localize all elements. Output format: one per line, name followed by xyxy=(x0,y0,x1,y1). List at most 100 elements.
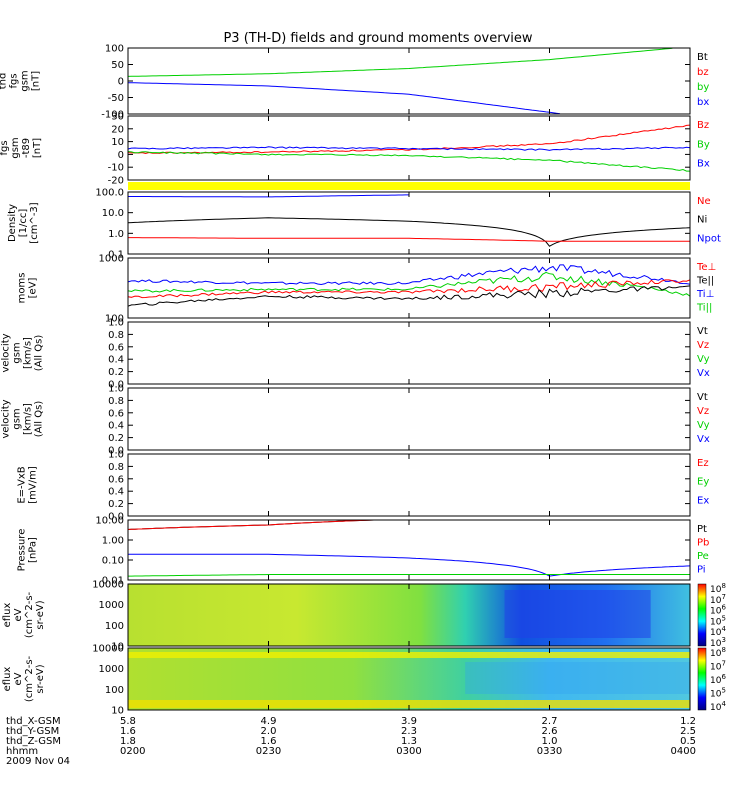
panel-3-ytick: 100.0 xyxy=(95,188,124,199)
panel-5-ytick: 0.8 xyxy=(108,330,124,341)
panel-8-ytick: 0.10 xyxy=(102,556,124,567)
panel-10-spectrogram xyxy=(128,648,690,710)
panel-10-ytick: 10000 xyxy=(92,644,124,655)
panel-8-legend-Pe: Pe xyxy=(697,551,709,562)
panel-1-ytick: 100 xyxy=(105,44,124,55)
ephemeris-value: 2.7 xyxy=(542,716,558,727)
panel-2-series-Bx xyxy=(127,151,690,172)
panel-3-series-Ni xyxy=(127,217,691,247)
panel-3-frame xyxy=(127,191,691,255)
panel-8-ytick: 0.01 xyxy=(102,576,124,587)
panel-2-ytick: -20 xyxy=(108,176,124,187)
panel-1-ytick: -50 xyxy=(108,93,124,104)
panel-2-legend-By: By xyxy=(697,139,710,150)
ephemeris-value: 0400 xyxy=(671,746,696,757)
panel-5-legend-Vy: Vy xyxy=(697,354,710,365)
panel-4-series-Ti⊥ xyxy=(127,264,691,286)
panel-5-frame xyxy=(127,321,691,385)
panel-2-ytick: 10 xyxy=(111,137,124,148)
ephemeris-value: 5.8 xyxy=(120,716,136,727)
panel-2-ylabel: thdfgsgsm-t89[nT] xyxy=(0,137,43,158)
panel-5-ytick: 0.6 xyxy=(108,342,124,353)
panel-1-legend-Bt: Bt xyxy=(697,52,708,63)
ephemeris-value: 0330 xyxy=(537,746,562,757)
panel-7-frame xyxy=(127,453,691,517)
panel-2-ytick: 20 xyxy=(111,124,124,135)
panel-8-series-Pi xyxy=(128,553,691,577)
panel-1-frame xyxy=(127,47,691,115)
panel-10-colorbar-label: 104 xyxy=(710,700,726,713)
panels-group: thdfgsgsm[nT]100500-50-100Btbzbybxthdfgs… xyxy=(0,44,726,717)
ephemeris-value: 3.9 xyxy=(401,716,417,727)
panel-9: thdpeirenefluxeV(cm^2-s-sr-eV) 10000 1000 1… xyxy=(0,580,726,653)
ephemeris-value: 2.6 xyxy=(542,726,558,737)
panel-8-ytick: 1.00 xyxy=(102,536,124,547)
panel-1: thdfgsgsm[nT] 100 50 0 -50 -100 Bt bz by bx xyxy=(0,44,709,121)
panel-6-ytick: 0.8 xyxy=(108,396,124,407)
panel-1-ylabel: thdfgsgsm[nT] xyxy=(0,70,42,91)
panel-4-legend-Ti||: Ti|| xyxy=(696,303,712,314)
panel-3-legend-Npot: Npot xyxy=(697,233,721,244)
panel-5-ytick: 1.0 xyxy=(108,318,124,329)
ephemeris-value: 0300 xyxy=(396,746,421,757)
panel-7-ytick: 1.0 xyxy=(108,450,124,461)
panel-6-legend-Vz: Vz xyxy=(697,406,709,417)
panel-10-ytick: 10 xyxy=(111,706,124,717)
panel-10-colorbar-label: 105 xyxy=(710,687,726,700)
panel-8-ylabel: Pressure[nPa] xyxy=(17,529,39,572)
panel-4-frame xyxy=(127,257,691,319)
ephemeris-value: 1.8 xyxy=(120,736,136,747)
panel-2-quality-bar xyxy=(128,182,690,190)
panel-1-ytick: 50 xyxy=(111,60,124,71)
panel-6-ytick: 0.4 xyxy=(108,421,124,432)
panel-8-series-Pe xyxy=(128,574,690,577)
panel-4-series-Te⊥ xyxy=(127,279,691,299)
panel-3-legend-Ni: Ni xyxy=(697,215,707,226)
panel-9-colorbar-label: 107 xyxy=(710,593,726,606)
ephemeris-value: 0230 xyxy=(256,746,281,757)
panel-9-colorbar-label: 103 xyxy=(710,636,726,649)
date-label: 2009 Nov 04 xyxy=(6,756,70,767)
panel-7-ytick: 0.8 xyxy=(108,462,124,473)
panel-9-ytick: 1000 xyxy=(99,600,124,611)
ephemeris-value: 0200 xyxy=(120,746,145,757)
panel-9-colorbar-label: 108 xyxy=(710,582,726,595)
panel-9-colorbar-label: 105 xyxy=(710,614,726,627)
panel-2-ytick: 30 xyxy=(111,112,124,123)
panel-6-legend-Vy: Vy xyxy=(697,420,710,431)
panel-4-legend-Te⊥: Te⊥ xyxy=(696,262,716,273)
ephemeris-label: hhmm xyxy=(6,746,38,757)
panel-7-ytick: 0.2 xyxy=(108,499,124,510)
panel-2-ytick: 0 xyxy=(118,150,124,161)
panel-4-ylabel: moms[eV] xyxy=(17,273,39,304)
panel-4: moms[eV] 1000 100 Te⊥ Te|| Ti⊥ Ti|| xyxy=(17,254,717,325)
panel-5-legend-Vz: Vz xyxy=(697,340,709,351)
panel-7-legend-Ez: Ez xyxy=(697,458,709,469)
chart-title: P3 (TH-D) fields and ground moments over… xyxy=(223,31,532,46)
panel-6-ytick: 0.0 xyxy=(108,446,124,457)
panel-3-ytick: 1.0 xyxy=(108,229,124,240)
panel-10: thdpeerenefluxeV(cm^2-s-sr-eV) 10000 1000 1… xyxy=(0,644,726,717)
panel-10-colorbar-label: 106 xyxy=(710,673,726,686)
panel-7-ylabel: E=-VxB[mV/m] xyxy=(17,466,39,504)
panel-2-series-By xyxy=(127,146,691,151)
panel-5-legend-Vt: Vt xyxy=(697,326,708,337)
panel-9-ytick: 10 xyxy=(111,642,124,653)
ephemeris-value: 4.9 xyxy=(261,716,277,727)
panel-6-ylabel: thdpeervelocitygsm[km/s](All Qs) xyxy=(0,399,45,438)
panel-10-colorbar-label: 107 xyxy=(710,660,726,673)
panel-10-colorbar-label: 108 xyxy=(710,646,726,659)
panel-10-ytick: 100 xyxy=(105,685,124,696)
panel-1-legend-bx: bx xyxy=(697,97,709,108)
ephemeris-value: 2.5 xyxy=(680,726,696,737)
panel-6: thdpeervelocitygsm[km/s](All Qs) 1.00.8 0.… xyxy=(0,384,710,457)
panel-5: thdpeirvelocitygsm[km/s](All Qs)1.00.80.… xyxy=(0,318,710,391)
panel-7-legend-Ex: Ex xyxy=(697,495,709,506)
ephemeris-label: thd_X-GSM xyxy=(6,716,61,727)
panel-6-ytick: 1.0 xyxy=(108,384,124,395)
panel-8-series-Pb xyxy=(127,519,374,530)
panel-8-legend-Pb: Pb xyxy=(697,538,709,549)
ephemeris-value: 1.2 xyxy=(680,716,696,727)
